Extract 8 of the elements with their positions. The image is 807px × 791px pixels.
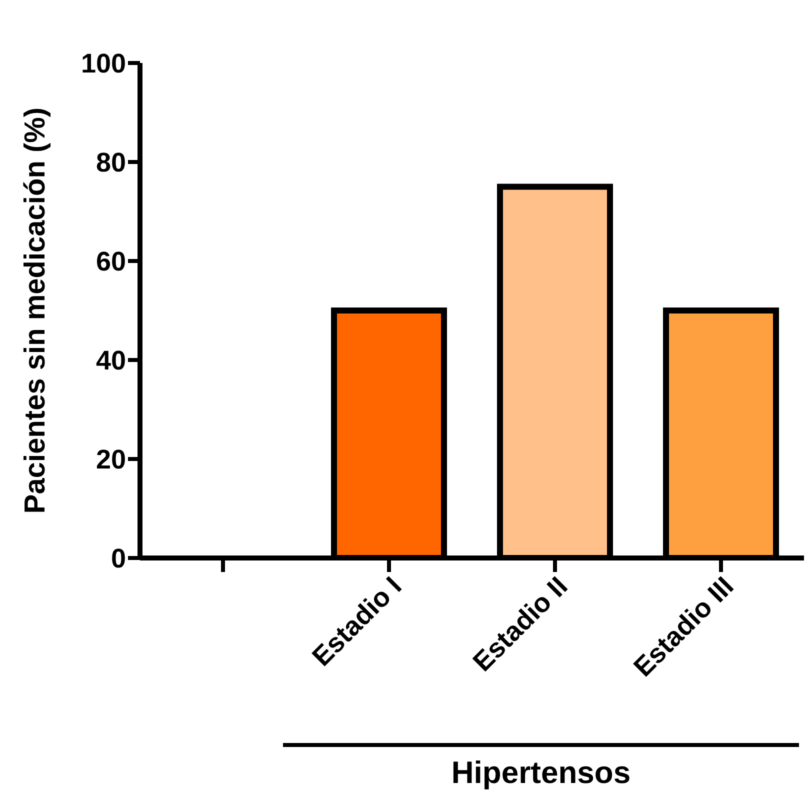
x-axis-title: Hipertensos [450,755,632,790]
y-tick-label: 60 [96,246,126,277]
y-tick-label: 40 [96,346,126,376]
y-tick-label: 100 [80,48,126,79]
y-tick-label: 20 [96,444,126,475]
y-axis-title: Pacientes sin medicación (%) [19,107,52,514]
y-tick-label: 80 [96,148,126,178]
y-tick-label: 0 [110,544,126,574]
